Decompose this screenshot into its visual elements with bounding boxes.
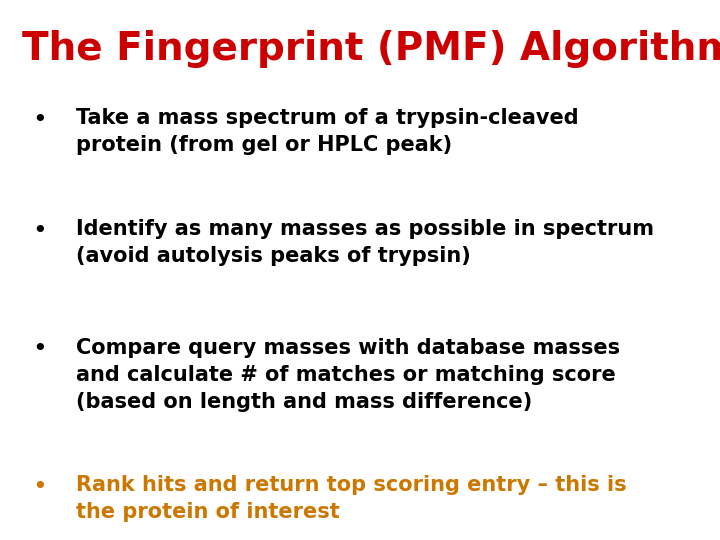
Text: Rank hits and return top scoring entry – this is
the protein of interest: Rank hits and return top scoring entry –… [76,475,626,522]
Text: The Fingerprint (PMF) Algorithm: The Fingerprint (PMF) Algorithm [22,30,720,68]
Text: Compare query masses with database masses
and calculate # of matches or matching: Compare query masses with database masse… [76,338,620,412]
Text: •: • [32,338,47,361]
Text: Take a mass spectrum of a trypsin-cleaved
protein (from gel or HPLC peak): Take a mass spectrum of a trypsin-cleave… [76,108,578,155]
Text: •: • [32,475,47,499]
Text: •: • [32,108,47,132]
Text: Identify as many masses as possible in spectrum
(avoid autolysis peaks of trypsi: Identify as many masses as possible in s… [76,219,654,266]
Text: •: • [32,219,47,242]
